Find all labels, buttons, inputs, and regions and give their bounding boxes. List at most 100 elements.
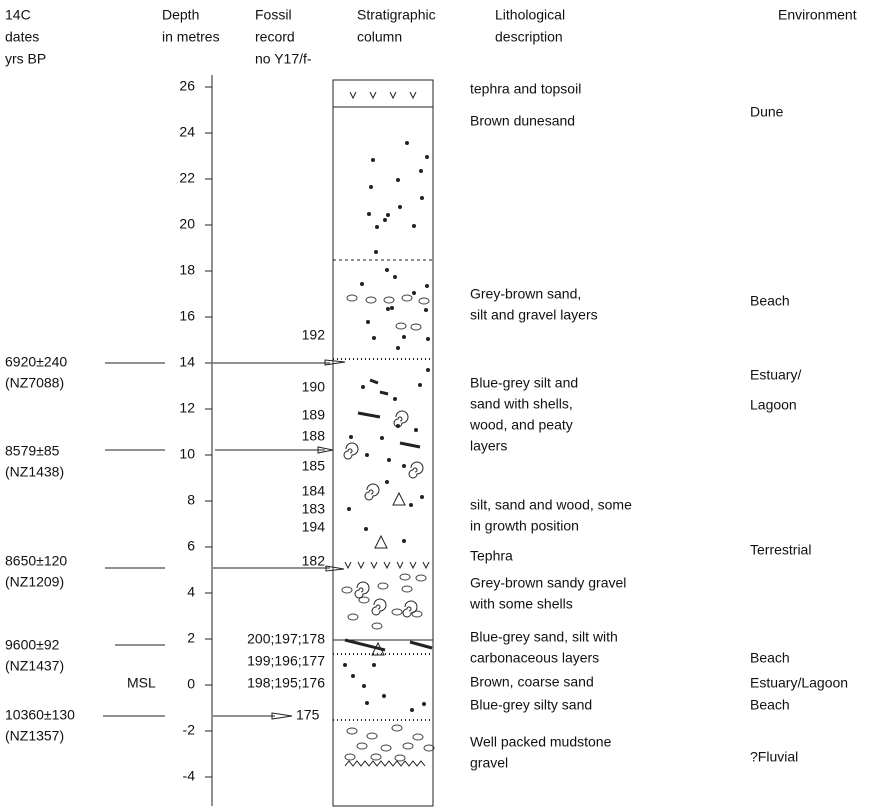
sand-dot [420,196,424,200]
pebble [413,734,423,740]
pebble [357,743,367,749]
sand-dot [362,684,366,688]
pebble [403,743,413,749]
lithology-text: carbonaceous layers [470,650,599,666]
fossil-number: 184 [302,483,326,499]
fossil-number: 194 [302,519,326,535]
shell [344,443,358,459]
shell [394,411,408,427]
sand-dot [351,674,355,678]
sand-dot [372,663,376,667]
pebble [372,623,382,629]
sand-dot [365,453,369,457]
depth-tick-label: 8 [187,492,195,508]
fossil-number: 188 [302,428,326,444]
shell [409,462,423,478]
depth-tick-label: 22 [179,170,195,186]
sand-dot [425,284,429,288]
sand-dot [349,435,353,439]
environment-label: Beach [750,650,790,666]
sand-dot [410,708,414,712]
pebble [348,614,358,620]
pebble [395,755,405,761]
sand-dot [385,268,389,272]
sand-dot [422,702,426,706]
fossil-number: 182 [302,553,326,569]
sand-dot [424,308,428,312]
column-header: Lithological [495,7,565,23]
radiocarbon-date: (NZ1357) [5,728,64,744]
msl-label: MSL [127,675,156,691]
depth-tick-label: 12 [179,400,195,416]
sand-dot [405,141,409,145]
depth-tick-label: 16 [179,308,195,324]
depth-tick-label: 24 [179,124,195,140]
sand-dot [366,320,370,324]
sand-dot [402,539,406,543]
sand-dot [367,212,371,216]
lithology-text: Brown dunesand [470,113,575,129]
sand-dot [361,385,365,389]
lithology-text: Tephra [470,548,513,564]
depth-tick-label: 20 [179,216,195,232]
radiocarbon-date: (NZ1209) [5,574,64,590]
column-header: no Y17/f- [255,51,312,67]
sand-dot [396,178,400,182]
pebble [416,575,426,581]
fossil-number: 185 [302,458,326,474]
stratigraphic-figure: 14Cdatesyrs BPDepthin metresFossilrecord… [0,0,881,809]
fossil-number: 175 [296,707,320,723]
sand-dot [383,218,387,222]
lithology-text: wood, and peaty [469,417,573,433]
pebble [367,733,377,739]
fossil-number: 192 [302,327,326,343]
pebble [381,745,391,751]
pebble [384,297,394,303]
radiocarbon-date: 10360±130 [5,707,75,723]
sand-dot [372,336,376,340]
unconformity [345,761,425,766]
environment-label: Dune [750,104,784,120]
pebble [342,587,352,593]
depth-tick-label: 10 [179,446,195,462]
depth-tick-label: 4 [187,584,195,600]
lithology-text: Well packed mudstone [470,734,612,750]
pebble [392,725,402,731]
depth-tick-label: 14 [179,354,195,370]
depth-tick-label: 26 [179,78,195,94]
sand-dot [398,205,402,209]
wood-symbol [345,380,432,650]
radiocarbon-date: 8650±120 [5,553,67,569]
pebble [402,295,412,301]
column-header: Depth [162,7,199,23]
root-symbol [372,493,405,655]
fossil-number: 199;196;177 [247,653,325,669]
pebble [378,583,388,589]
sand-dot [402,335,406,339]
sand-dot [393,397,397,401]
environment-label: Estuary/Lagoon [750,675,848,691]
environment-label: Lagoon [750,397,797,413]
lithology-text: gravel [470,755,508,771]
sand-dot [369,185,373,189]
sand-dot [343,663,347,667]
sand-dot [382,694,386,698]
environment-label: Beach [750,293,790,309]
sand-dot [360,282,364,286]
depth-tick-label: -2 [183,722,196,738]
column-header: Stratigraphic [357,7,436,23]
environment-label: Beach [750,697,790,713]
radiocarbon-date: (NZ1437) [5,658,64,674]
pebble [392,609,402,615]
shell [355,582,369,598]
sand-dot [387,458,391,462]
radiocarbon-date: (NZ7088) [5,375,64,391]
depth-tick-label: 2 [187,630,195,646]
pebble [347,295,357,301]
sand-dot [426,368,430,372]
sand-dot [365,701,369,705]
sand-dot [347,507,351,511]
lithology-text: layers [470,438,507,454]
environment-label: Estuary/ [750,367,801,383]
fossil-number: 183 [302,501,326,517]
